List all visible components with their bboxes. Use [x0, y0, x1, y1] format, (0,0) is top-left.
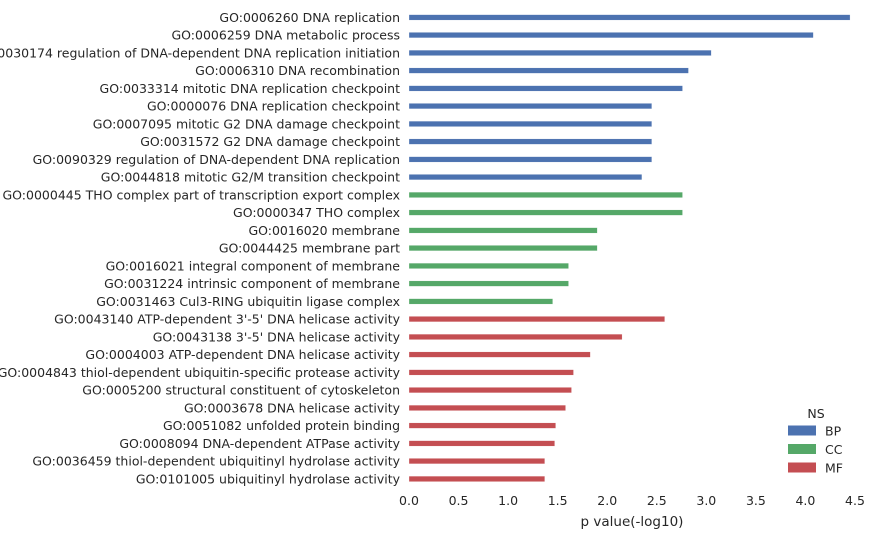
x-tick-label: 1.5 — [548, 493, 568, 508]
bar-cc — [408, 280, 569, 287]
y-tick-label: GO:0033314 mitotic DNA replication check… — [100, 81, 401, 96]
x-tick-label: 3.5 — [746, 493, 766, 508]
legend-swatch-cc — [788, 444, 816, 454]
y-tick-label: GO:0044425 membrane part — [219, 241, 400, 256]
legend-swatch-mf — [788, 462, 816, 473]
bar-bp — [408, 103, 652, 110]
y-tick-label: GO:0031572 G2 DNA damage checkpoint — [140, 134, 400, 149]
y-tick-label: GO:0031224 intrinsic component of membra… — [104, 276, 400, 291]
y-tick-label: GO:0051082 unfolded protein binding — [163, 418, 400, 433]
bar-bp — [408, 138, 652, 145]
y-tick-label: GO:0004003 ATP-dependent DNA helicase ac… — [85, 347, 400, 362]
y-tick-labels: GO:0006260 DNA replication GO:0006259 DNA… — [0, 10, 401, 487]
bar-mf — [408, 422, 556, 429]
legend-label-cc: CC — [825, 442, 843, 457]
legend-swatch-bp — [788, 425, 816, 436]
x-axis-label: p value(-log10) — [581, 514, 684, 530]
y-tick-label: GO:0043140 ATP-dependent 3'-5' DNA helic… — [54, 312, 400, 327]
y-tick-label: GO:0006259 DNA metabolic process — [172, 28, 401, 43]
bar-mf — [408, 316, 665, 323]
y-tick-label: GO:0000347 THO complex — [233, 205, 400, 220]
x-tick-label: 4.5 — [845, 493, 865, 508]
y-tick-label: GO:0007095 mitotic G2 DNA damage checkpo… — [93, 116, 400, 131]
bar-cc — [408, 209, 683, 216]
bar-cc — [408, 262, 569, 269]
bar-cc — [408, 245, 598, 252]
bar-cc — [408, 191, 683, 198]
bar-cc — [408, 298, 553, 305]
bars-group — [408, 14, 851, 482]
legend: NS BP CC MF — [788, 406, 843, 476]
bar-bp — [408, 120, 652, 127]
y-tick-label: GO:0006310 DNA recombination — [195, 63, 400, 78]
y-tick-label: GO:0043138 3'-5' DNA helicase activity — [153, 329, 401, 344]
bar-bp — [408, 32, 814, 39]
legend-label-bp: BP — [825, 424, 842, 439]
x-tick-label: 4.0 — [795, 493, 815, 508]
y-tick-label: GO:0000445 THO complex part of transcrip… — [3, 187, 401, 202]
bar-mf — [408, 404, 566, 411]
bar-mf — [408, 387, 572, 394]
bar-mf — [408, 351, 591, 358]
x-tick-label: 2.5 — [647, 493, 667, 508]
bar-mf — [408, 333, 623, 340]
y-tick-label: GO:0005200 structural constituent of cyt… — [82, 383, 400, 398]
bar-bp — [408, 174, 643, 181]
y-tick-label: GO:0006260 DNA replication — [219, 10, 400, 25]
legend-title: NS — [807, 406, 824, 421]
bar-mf — [408, 458, 545, 465]
bar-bp — [408, 14, 851, 21]
x-tick-label: 3.0 — [696, 493, 716, 508]
x-tick-label: 0.5 — [449, 493, 469, 508]
x-tick-label: 2.0 — [597, 493, 617, 508]
y-tick-label: GO:0044818 mitotic G2/M transition check… — [101, 170, 400, 185]
bar-cc — [408, 227, 598, 234]
y-tick-label: GO:0090329 regulation of DNA-dependent D… — [33, 152, 400, 167]
y-tick-label: GO:0016021 integral component of membran… — [106, 258, 401, 273]
bar-mf — [408, 440, 555, 447]
y-tick-label: GO:0004843 thiol-dependent ubiquitin-spe… — [0, 365, 401, 380]
bar-mf — [408, 369, 574, 376]
bar-bp — [408, 49, 712, 56]
x-tick-labels: 0.0 0.5 1.0 1.5 2.0 2.5 3.0 3.5 4.0 4.5 — [399, 493, 865, 508]
y-tick-label: GO:0101005 ubiquitinyl hydrolase activit… — [136, 471, 401, 486]
y-tick-label: GO:0000076 DNA replication checkpoint — [147, 99, 400, 114]
y-tick-label: GO:0008094 DNA-dependent ATPase activity — [119, 436, 400, 451]
y-tick-label: GO:0036459 thiol-dependent ubiquitinyl h… — [32, 454, 400, 469]
legend-label-mf: MF — [825, 461, 843, 476]
bar-bp — [408, 85, 683, 92]
y-tick-label: GO:0031463 Cul3-RING ubiquitin ligase co… — [96, 294, 400, 309]
x-tick-label: 0.0 — [399, 493, 419, 508]
y-tick-label: GO:0016020 membrane — [248, 223, 400, 238]
bar-bp — [408, 156, 652, 163]
x-tick-label: 1.0 — [498, 493, 518, 508]
bar-mf — [408, 475, 545, 482]
y-tick-label: GO:0030174 regulation of DNA-dependent D… — [0, 45, 400, 60]
bar-bp — [408, 67, 689, 74]
y-tick-label: GO:0003678 DNA helicase activity — [184, 400, 401, 415]
